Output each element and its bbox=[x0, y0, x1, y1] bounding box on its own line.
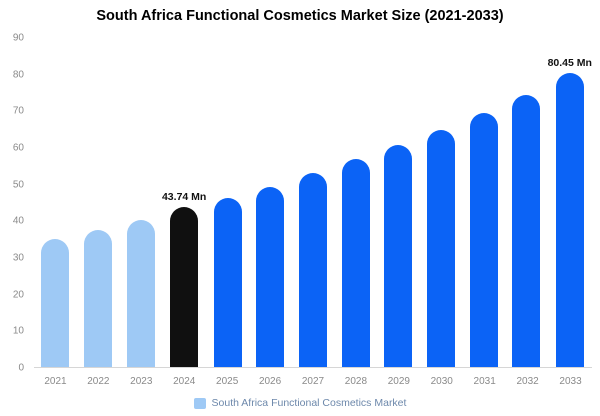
x-tick-label: 2024 bbox=[173, 375, 196, 387]
bar-column bbox=[119, 38, 162, 367]
x-tick-label: 2023 bbox=[130, 375, 153, 387]
x-tick-label: 2025 bbox=[216, 375, 239, 387]
y-axis: 0 10 20 30 40 50 60 70 80 90 bbox=[0, 33, 28, 374]
chart-title: South Africa Functional Cosmetics Market… bbox=[96, 8, 504, 24]
y-tick-label: 60 bbox=[12, 142, 24, 154]
bar-column bbox=[377, 38, 420, 367]
x-tick-label: 2028 bbox=[344, 375, 368, 387]
x-tick-label: 2031 bbox=[473, 375, 496, 387]
bar-column bbox=[462, 38, 505, 367]
bar-column: 80.45 Mn bbox=[548, 38, 592, 367]
bar bbox=[426, 130, 455, 367]
x-tick-label: 2021 bbox=[44, 375, 67, 387]
y-tick-label: 20 bbox=[12, 289, 24, 301]
y-tick-label: 90 bbox=[12, 32, 24, 44]
bar bbox=[341, 159, 370, 367]
bar bbox=[555, 72, 584, 367]
x-tick-label: 2030 bbox=[430, 375, 453, 387]
bar-column bbox=[420, 38, 463, 367]
y-tick-label: 40 bbox=[12, 215, 24, 227]
bar-value-label: 43.74 Mn bbox=[161, 191, 207, 204]
bar bbox=[126, 219, 155, 367]
bar-column bbox=[505, 38, 548, 367]
x-tick-label: 2032 bbox=[516, 375, 539, 387]
bar bbox=[170, 207, 199, 367]
y-tick-label: 0 bbox=[18, 362, 24, 374]
y-tick-label: 10 bbox=[12, 325, 24, 337]
y-tick-label: 70 bbox=[12, 105, 24, 117]
x-tick-label: 2033 bbox=[559, 375, 582, 387]
bar-column: 43.74 Mn bbox=[162, 38, 206, 367]
y-tick-label: 30 bbox=[12, 252, 24, 264]
bar bbox=[83, 229, 112, 367]
bar bbox=[298, 173, 327, 367]
bar-value-label: 80.45 Mn bbox=[547, 56, 592, 69]
bar-column bbox=[334, 38, 377, 367]
legend-swatch bbox=[193, 397, 206, 409]
legend: South Africa Functional Cosmetics Market bbox=[0, 395, 600, 411]
bar-column bbox=[249, 38, 292, 367]
y-tick-label: 50 bbox=[12, 179, 24, 191]
bar-column bbox=[292, 38, 335, 367]
bar-column bbox=[34, 38, 77, 367]
bar bbox=[512, 95, 541, 367]
legend-label: South Africa Functional Cosmetics Market bbox=[211, 397, 407, 409]
y-tick-label: 80 bbox=[12, 69, 24, 81]
bar bbox=[213, 198, 242, 367]
plot-area: 43.74 Mn 80.45 Mn bbox=[34, 38, 592, 368]
bar bbox=[469, 113, 498, 367]
x-axis: 2021 2022 2023 2024 2025 2026 2027 2028 2029 2030… bbox=[34, 372, 592, 390]
bar-column bbox=[206, 38, 249, 367]
bar bbox=[41, 239, 70, 367]
x-tick-label: 2026 bbox=[258, 375, 282, 387]
x-tick-label: 2027 bbox=[301, 375, 325, 387]
x-tick-label: 2022 bbox=[87, 375, 110, 387]
bar-column bbox=[77, 38, 120, 367]
x-tick-label: 2029 bbox=[387, 375, 410, 387]
bar bbox=[384, 144, 413, 367]
bar bbox=[256, 186, 285, 367]
